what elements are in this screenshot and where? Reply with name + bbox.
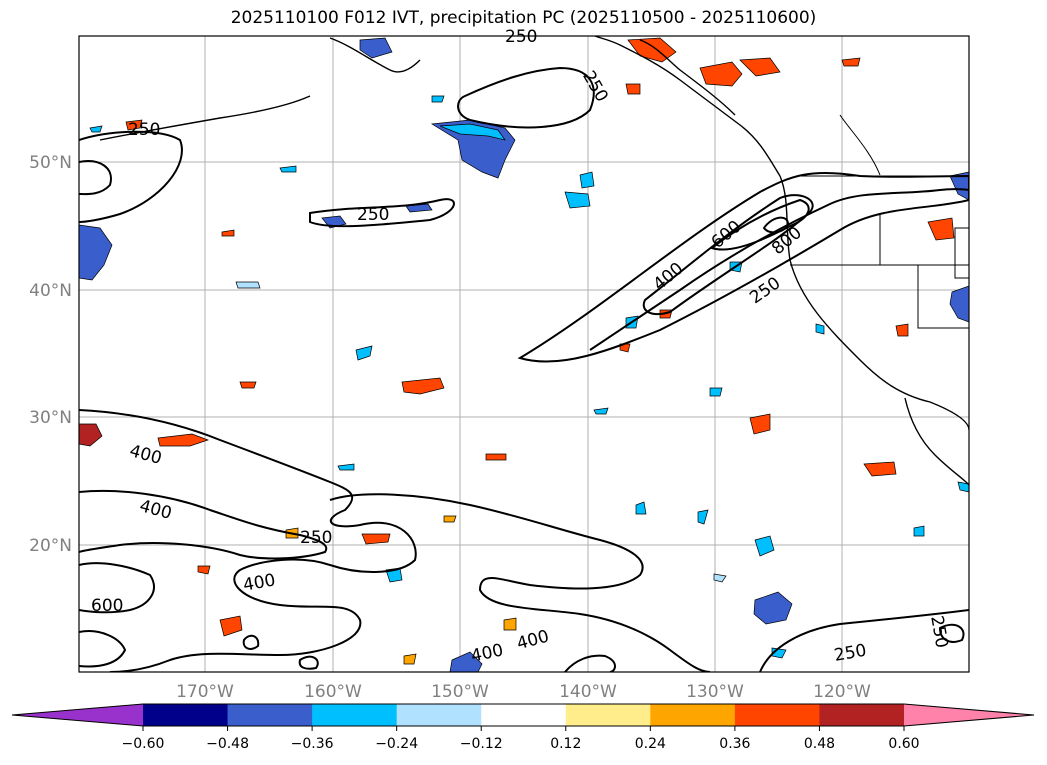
precip-negative-areas [79, 37, 969, 672]
colorbar-tick-label: −0.36 [291, 736, 334, 752]
lon-label: 150°W [431, 682, 489, 702]
colorbar-extend-low [12, 704, 143, 726]
colorbar-tick-label: 0.36 [719, 736, 750, 752]
map-frame [78, 35, 970, 673]
colorbar-tick-label: 0.48 [804, 736, 835, 752]
lat-labels: 50°N 40°N 30°N 20°N [29, 153, 72, 556]
lon-labels: 170°W 160°W 150°W 140°W 130°W 120°W [176, 682, 871, 702]
colorbar-tick-label: −0.24 [375, 736, 418, 752]
colorbar-tick-label: 0.12 [550, 736, 581, 752]
borders [790, 114, 969, 329]
colorbar-segment [650, 704, 736, 726]
lat-label: 20°N [29, 536, 72, 556]
colorbar-tick-label: −0.60 [122, 736, 165, 752]
colorbar-segment [819, 704, 905, 726]
colorbar-tick-label: 0.24 [635, 736, 666, 752]
lon-label: 140°W [559, 682, 617, 702]
colorbar-segment [143, 704, 229, 726]
colorbar-segment [734, 704, 820, 726]
coastlines [99, 36, 969, 486]
colorbar-tick-label: 0.60 [888, 736, 919, 752]
colorbar-segment [396, 704, 482, 726]
contour-label: 250 [357, 205, 389, 225]
colorbar-segment [481, 704, 567, 726]
colorbar-tick-label: −0.48 [206, 736, 249, 752]
lat-label: 50°N [29, 153, 72, 173]
colorbar-segment [312, 704, 398, 726]
contour-label: 250 [300, 528, 332, 548]
colorbar-tick-label: −0.12 [460, 736, 503, 752]
gridlines [79, 36, 969, 672]
colorbar-extend-high [904, 704, 1034, 726]
lon-label: 160°W [304, 682, 362, 702]
lon-label: 130°W [686, 682, 744, 702]
map-title: 2025110100 F012 IVT, precipitation PC (2… [230, 8, 817, 28]
lon-label: 170°W [176, 682, 234, 702]
colorbar-segment [565, 704, 651, 726]
lat-label: 40°N [29, 281, 72, 301]
contour-label: 250 [128, 120, 160, 140]
map-area [79, 36, 969, 672]
lat-label: 30°N [29, 408, 72, 428]
lon-label: 120°W [813, 682, 871, 702]
contour-label: 250 [505, 27, 537, 47]
contour-label: 600 [91, 596, 123, 616]
colorbar-segment [227, 704, 313, 726]
colorbar: −0.60 −0.48 −0.36 −0.24 −0.12 0.12 0.24 0.36 0.4… [11, 703, 1035, 752]
ivt-contours [79, 66, 969, 672]
